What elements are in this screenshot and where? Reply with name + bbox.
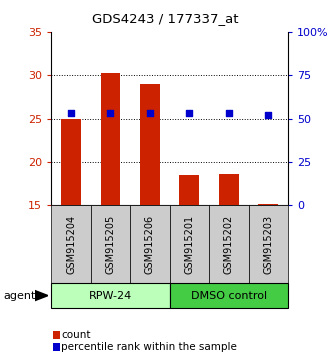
Polygon shape [35,291,48,301]
Point [69,110,74,116]
Text: RPW-24: RPW-24 [89,291,132,301]
Bar [130,205,169,283]
Point [147,110,153,116]
Bar [169,205,209,283]
Point [265,112,271,118]
Text: GSM915206: GSM915206 [145,215,155,274]
Bar [249,205,288,283]
Text: agent: agent [3,291,36,301]
Text: percentile rank within the sample: percentile rank within the sample [61,342,237,352]
Bar [219,174,239,205]
Bar [91,205,130,283]
Text: count: count [61,330,91,339]
Bar [101,74,120,205]
Text: GSM915202: GSM915202 [224,215,234,274]
Text: GSM915203: GSM915203 [263,215,273,274]
Bar [51,283,169,308]
Text: GSM915201: GSM915201 [184,215,194,274]
Bar [179,175,199,205]
Bar [61,119,81,205]
Bar [209,205,249,283]
Bar [140,84,160,205]
Bar [51,205,91,283]
Point [187,110,192,116]
Point [108,110,113,116]
Text: GSM915204: GSM915204 [66,215,76,274]
Bar [169,283,288,308]
Text: DMSO control: DMSO control [191,291,267,301]
Point [226,110,231,116]
Text: GSM915205: GSM915205 [106,215,116,274]
Text: GDS4243 / 177337_at: GDS4243 / 177337_at [92,12,239,25]
